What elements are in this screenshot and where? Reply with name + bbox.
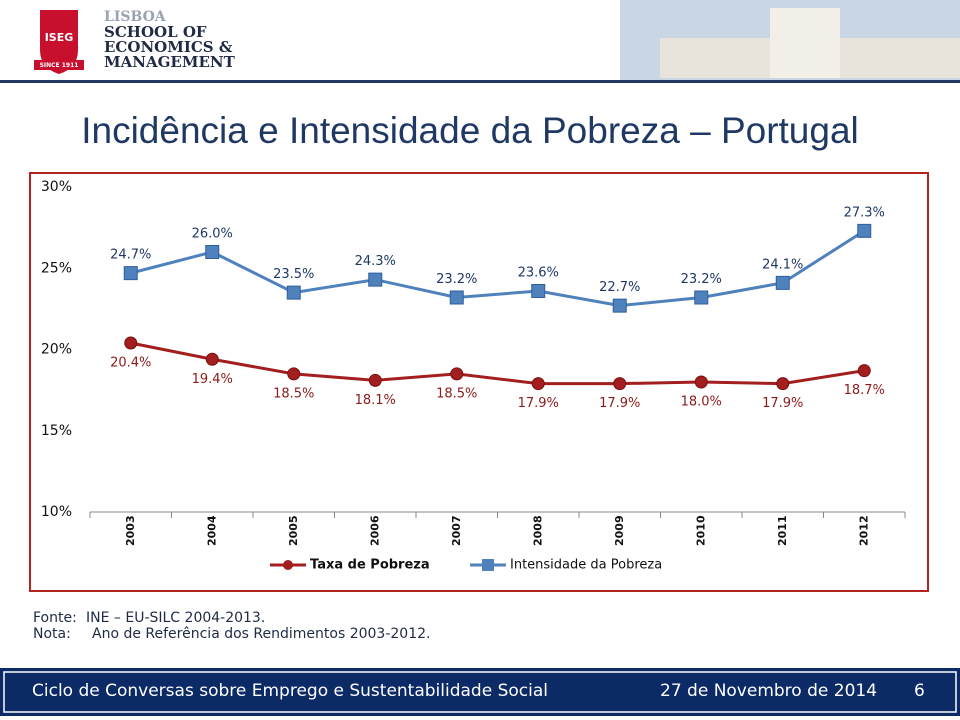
note-label: Nota: [33, 626, 71, 642]
data-label: 23.2% [436, 272, 477, 287]
data-label: 24.3% [355, 254, 396, 269]
marker [124, 336, 138, 350]
x-tick-label: 2008 [531, 515, 544, 546]
marker [776, 377, 790, 391]
data-label: 18.0% [681, 395, 722, 410]
x-tick-label: 2010 [694, 515, 707, 546]
marker [205, 245, 220, 259]
data-label: 23.5% [273, 267, 314, 282]
marker [857, 223, 872, 238]
marker [694, 375, 708, 389]
footer-date: 27 de Novembro de 2014 [660, 681, 877, 701]
data-label: 23.6% [518, 266, 559, 281]
logo-shield [40, 10, 78, 74]
series-line [130, 229, 866, 308]
legend-marker [283, 560, 293, 570]
x-tick-label: 2005 [287, 515, 300, 546]
data-label: 18.5% [436, 386, 477, 401]
marker [612, 298, 627, 313]
building [770, 8, 840, 78]
legend-label: Intensidade da Pobreza [510, 558, 662, 573]
notes: Fonte: INE – EU-SILC 2004-2013. Nota: An… [33, 610, 430, 642]
school-name: MANAGEMENT [104, 53, 236, 71]
slide-title: Incidência e Intensidade da Pobreza – Po… [81, 110, 859, 151]
marker [287, 367, 301, 381]
legend-label: Taxa de Pobreza [310, 558, 430, 573]
x-tick-label: 2007 [450, 515, 463, 546]
data-label: 17.9% [599, 396, 640, 411]
marker [368, 373, 382, 387]
logo-mark: ISEG [45, 31, 74, 44]
footer-page: 6 [914, 681, 925, 701]
logo-ribbon [34, 60, 84, 70]
data-label: 19.4% [192, 372, 233, 387]
chart-frame [29, 172, 929, 592]
chart: 10% 15% 20% 25% 30% 2003 2004 2005 2006 2007 2008 2… [41, 179, 906, 573]
marker [449, 290, 464, 305]
marker [694, 290, 709, 305]
marker [205, 352, 219, 366]
y-tick-label: 10% [41, 504, 72, 520]
marker [123, 266, 138, 281]
footer-border [3, 671, 957, 713]
logo-since: SINCE 1911 [40, 62, 79, 69]
x-tick-label: 2006 [368, 515, 381, 546]
note-label: Fonte: [33, 610, 77, 626]
y-tick-label: 25% [41, 260, 72, 276]
data-label: 24.7% [110, 248, 151, 263]
x-tick-label: 2009 [613, 515, 626, 546]
header-rule [0, 80, 960, 83]
data-label: 23.2% [681, 272, 722, 287]
marker [286, 285, 301, 300]
y-tick-label: 15% [41, 423, 72, 439]
legend-marker [482, 559, 494, 571]
marker [531, 377, 545, 391]
data-label: 18.1% [355, 393, 396, 408]
marker [450, 367, 464, 381]
data-label: 27.3% [844, 205, 885, 220]
x-tick-label: 2004 [205, 515, 218, 546]
y-tick-label: 20% [41, 342, 72, 358]
note-text: Ano de Referência dos Rendimentos 2003-2… [92, 626, 430, 642]
series-line [130, 341, 865, 386]
data-label: 17.9% [762, 396, 803, 411]
marker [775, 275, 790, 290]
data-label: 17.9% [518, 396, 559, 411]
data-label: 18.7% [844, 383, 885, 398]
y-tick-label: 30% [41, 179, 72, 195]
footer-event: Ciclo de Conversas sobre Emprego e Suste… [32, 681, 548, 701]
marker [613, 377, 627, 391]
school-name: ECONOMICS & [104, 38, 233, 56]
school-name: SCHOOL OF [104, 23, 207, 41]
x-tick-label: 2003 [124, 515, 137, 546]
data-label: 20.4% [110, 356, 151, 371]
data-label: 18.5% [273, 386, 314, 401]
x-tick-label: 2011 [776, 515, 789, 546]
data-label: 26.0% [192, 227, 233, 242]
data-label: 22.7% [599, 280, 640, 295]
marker [368, 272, 383, 287]
marker [857, 364, 871, 378]
footer-bar [0, 668, 960, 716]
x-tick-label: 2012 [857, 515, 870, 546]
marker [531, 284, 546, 298]
note-text: INE – EU-SILC 2004-2013. [86, 610, 265, 626]
data-label: 24.1% [762, 257, 803, 272]
school-name: LISBOA [104, 9, 167, 25]
